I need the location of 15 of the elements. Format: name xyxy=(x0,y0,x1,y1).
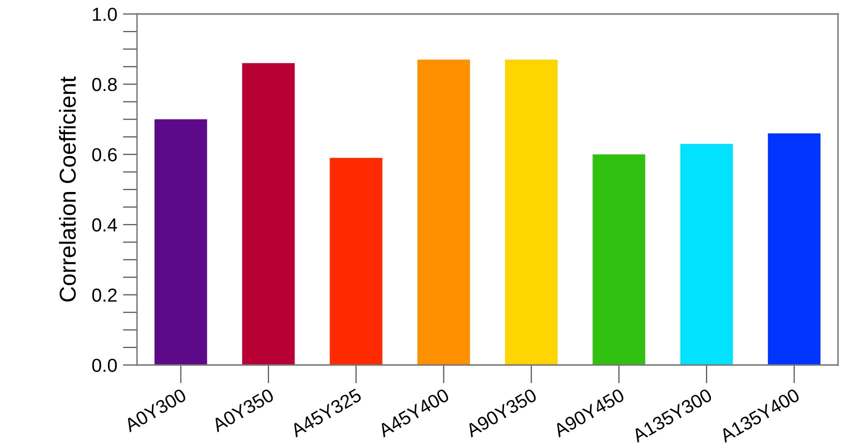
bar xyxy=(330,158,382,365)
bar xyxy=(768,133,820,365)
bar xyxy=(417,60,470,365)
y-tick-label: 0.6 xyxy=(92,148,117,162)
y-tick-label: 0.4 xyxy=(92,218,118,232)
bar xyxy=(592,154,646,365)
bar xyxy=(242,63,295,365)
y-tick-label: 0.0 xyxy=(92,358,117,372)
y-tick-label: 0.8 xyxy=(92,78,117,92)
bar xyxy=(680,144,733,365)
bar xyxy=(505,60,558,365)
bar xyxy=(154,119,208,365)
y-tick-label: 0.2 xyxy=(92,288,117,302)
y-axis-title: Correlation Coefficient xyxy=(59,76,76,302)
y-tick-label: 1.0 xyxy=(92,8,117,21)
